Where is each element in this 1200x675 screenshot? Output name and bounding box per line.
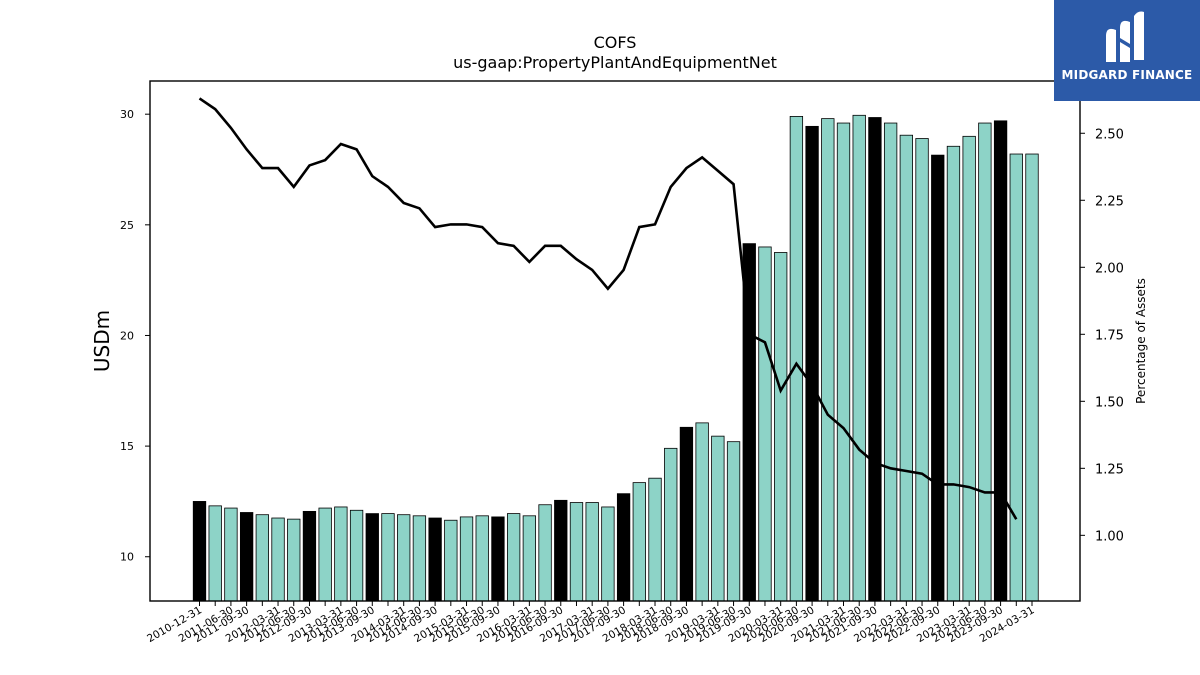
bar-2022-06-30 (915, 138, 929, 602)
bar-2016-03-31 (522, 515, 537, 602)
bar-2017-09-30 (616, 493, 631, 602)
bar-2012-09-30 (302, 510, 317, 602)
chart-title: COFS (594, 33, 637, 52)
bar-2015-09-30 (491, 516, 505, 602)
bar-2018-12-31 (695, 422, 709, 602)
bar-2021-03-31 (836, 122, 851, 602)
bar-2017-03-31 (585, 502, 599, 602)
bar-2020-03-31 (774, 252, 788, 602)
bar-2023-09-30 (993, 120, 1008, 602)
bar-2023-06-30 (978, 122, 992, 602)
bar-2019-12-31 (758, 246, 772, 602)
y2-tick-label: 2.25 (1095, 194, 1124, 209)
bar-2015-03-31 (459, 516, 474, 602)
y2-tick-label: 2.50 (1095, 127, 1124, 142)
bar-2022-03-31 (899, 134, 913, 602)
bar-2016-09-30 (554, 499, 568, 602)
bar-2012-12-31 (318, 507, 332, 602)
bar-2012-03-31 (271, 517, 285, 602)
y2-tick-label: 1.50 (1095, 395, 1124, 410)
bar-2016-12-31 (569, 502, 584, 602)
bar-2013-03-31 (334, 506, 348, 602)
percentage-of-assets-line (198, 97, 1018, 520)
y-tick-label: 25 (120, 219, 134, 232)
x-axis-ticks: 2010-12-312011-06-302011-09-302012-03-31… (145, 601, 1037, 645)
bar-2021-09-30 (868, 117, 882, 602)
bar-2022-12-31 (946, 145, 961, 602)
bars-group (192, 114, 1039, 602)
bar-2013-12-31 (381, 513, 395, 602)
bar-2018-09-30 (679, 426, 694, 602)
bar-2022-09-30 (931, 154, 945, 602)
bar-2011-12-31 (255, 514, 269, 602)
bar-2016-06-30 (538, 504, 552, 602)
logo-text: MIDGARD FINANCE (1061, 68, 1193, 82)
bar-2017-12-31 (632, 482, 646, 602)
bar-2021-06-30 (852, 114, 866, 602)
bar-2020-09-30 (805, 125, 819, 602)
bar-2013-06-30 (349, 509, 364, 602)
bar-2014-12-31 (444, 519, 458, 602)
bar-2011-06-30 (224, 507, 238, 602)
bar-2018-03-31 (648, 477, 662, 602)
y-tick-label: 10 (120, 551, 134, 564)
bar-2020-06-30 (789, 116, 804, 602)
bar-2014-06-30 (412, 515, 427, 602)
bar-2023-03-31 (962, 135, 976, 602)
bar-2017-06-30 (601, 506, 615, 602)
left-axis-ticks: 10 15 20 25 30 (120, 108, 150, 564)
bar-2014-09-30 (428, 517, 442, 602)
bar-2023-12-31 (1009, 153, 1023, 602)
bar-2014-03-31 (397, 514, 411, 602)
y2-axis-label: Percentage of Assets (1134, 278, 1148, 404)
y-axis-label: USDm (90, 310, 114, 372)
right-axis-ticks: 1.00 1.25 1.50 1.75 2.00 2.25 2.50 (1080, 127, 1124, 544)
y2-tick-label: 2.00 (1095, 261, 1124, 276)
chart-subtitle: us-gaap:PropertyPlantAndEquipmentNet (453, 53, 777, 72)
bar-2011-09-30 (239, 512, 254, 602)
bar-2020-12-31 (821, 118, 835, 602)
bar-2012-06-30 (287, 518, 301, 602)
y-tick-label: 30 (120, 108, 134, 121)
bar-2021-12-31 (883, 122, 898, 602)
plot-frame (149, 80, 1081, 602)
midgard-finance-logo: MIDGARD FINANCE (1054, 0, 1200, 101)
bar-2013-09-30 (365, 513, 379, 602)
y-tick-label: 20 (120, 329, 134, 342)
bar-2018-06-30 (664, 447, 678, 602)
y2-tick-label: 1.00 (1095, 529, 1124, 544)
y2-tick-label: 1.25 (1095, 462, 1124, 477)
bar-2024-03-31 (1025, 153, 1039, 602)
bar-2019-03-31 (711, 435, 725, 602)
bar-2010-12-31 (192, 501, 207, 602)
bar-2015-06-30 (475, 515, 489, 602)
bar-2019-06-30 (726, 441, 741, 602)
logo-mark-icon (1106, 11, 1144, 62)
y2-tick-label: 1.75 (1095, 328, 1124, 343)
bar-2011-03-31 (208, 505, 222, 602)
bar-2015-12-31 (506, 513, 521, 602)
y-tick-label: 15 (120, 440, 134, 453)
